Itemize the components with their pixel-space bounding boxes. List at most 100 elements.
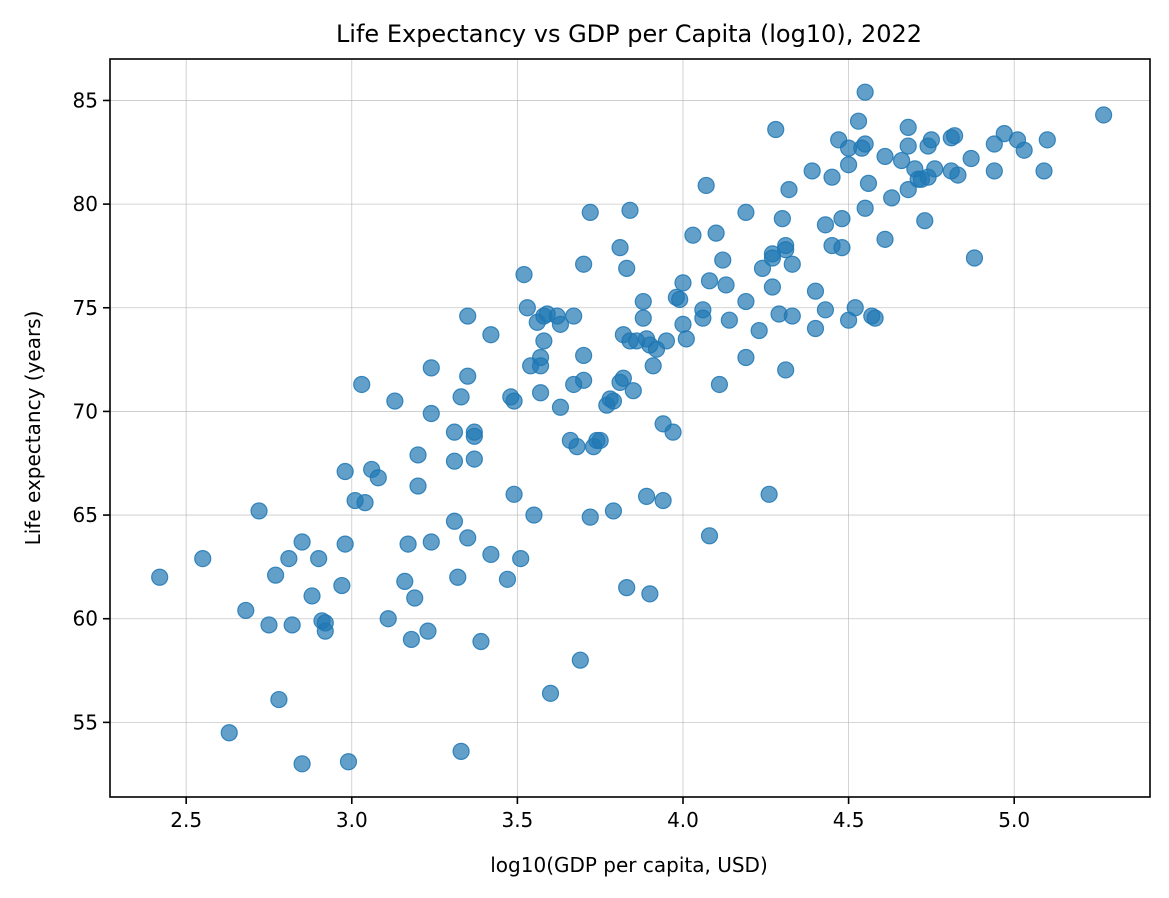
data-point [899, 137, 917, 155]
data-point [280, 550, 298, 568]
data-point [353, 375, 371, 394]
data-point [926, 160, 944, 178]
data-point [899, 181, 917, 199]
data-point [399, 535, 417, 553]
data-point [720, 311, 738, 329]
data-point [750, 321, 768, 340]
data-point [846, 299, 864, 317]
data-point [220, 724, 238, 742]
data-point [823, 168, 841, 186]
data-point [250, 502, 268, 520]
data-point [575, 346, 593, 365]
data-point [753, 259, 772, 277]
data-point [816, 301, 835, 319]
data-point [783, 255, 801, 273]
data-point [581, 508, 599, 526]
data-point [760, 485, 778, 503]
y-axis-ticks: 55 60 65 70 75 80 85 [73, 88, 110, 734]
data-point [767, 120, 785, 139]
data-point [634, 292, 652, 311]
data-point [237, 601, 255, 620]
data-point [777, 241, 795, 259]
data-point [551, 398, 570, 416]
y-tick-label: 80 [73, 192, 98, 216]
data-point [783, 307, 801, 325]
data-point [396, 572, 414, 591]
data-point [674, 315, 692, 333]
data-point [356, 494, 374, 512]
data-point [339, 753, 358, 771]
data-point [472, 632, 490, 651]
x-axis-ticks: 2.5 3.0 3.5 4.0 4.5 5.0 [170, 797, 1030, 832]
data-point [618, 579, 636, 597]
data-point [575, 255, 593, 273]
data-point [402, 630, 421, 649]
data-point [422, 404, 440, 423]
data-point [422, 359, 440, 377]
data-point [531, 357, 550, 375]
data-point [883, 189, 901, 207]
data-point [531, 384, 550, 402]
data-point [780, 181, 798, 199]
data-point [737, 292, 755, 311]
data-point [449, 568, 467, 586]
data-point [714, 251, 732, 269]
data-point [773, 210, 791, 228]
data-point [303, 587, 321, 605]
data-point [671, 290, 689, 309]
data-point [965, 249, 984, 267]
data-point [409, 446, 427, 464]
data-point [459, 367, 477, 385]
data-point [452, 742, 470, 760]
data-point [664, 423, 682, 441]
data-point [856, 135, 874, 153]
y-tick-label: 70 [73, 399, 98, 423]
data-point [498, 570, 517, 588]
data-point [445, 423, 464, 441]
data-point [1095, 106, 1113, 124]
data-point [316, 614, 334, 632]
data-point [803, 162, 821, 180]
x-tick-label: 2.5 [170, 808, 202, 832]
y-tick-label: 75 [73, 296, 98, 320]
data-point [336, 535, 354, 553]
data-point [260, 616, 278, 634]
data-point [1015, 141, 1033, 159]
data-point [644, 357, 662, 375]
data-point [641, 585, 659, 603]
data-point [482, 326, 500, 344]
data-point [482, 545, 500, 564]
data-point [422, 533, 440, 551]
data-point [833, 239, 851, 257]
data-point [859, 174, 878, 192]
data-point [505, 392, 523, 410]
y-axis-label: Life expectancy (years) [21, 311, 45, 546]
data-point [856, 83, 874, 101]
data-point [674, 274, 692, 292]
x-tick-label: 5.0 [998, 808, 1030, 832]
data-point [816, 216, 835, 234]
data-point [336, 462, 354, 481]
y-tick-label: 85 [73, 88, 98, 112]
y-tick-label: 65 [73, 503, 98, 527]
data-point [194, 550, 212, 568]
data-point [922, 131, 941, 149]
data-point [916, 212, 934, 230]
data-point [369, 469, 387, 487]
data-point [409, 477, 427, 495]
data-point [465, 427, 483, 445]
data-points [151, 83, 1113, 773]
data-point [452, 388, 470, 406]
data-point [459, 529, 477, 547]
data-point [985, 135, 1003, 153]
data-point [445, 512, 464, 530]
data-point [618, 259, 636, 277]
data-point [151, 568, 169, 586]
data-point [876, 230, 894, 248]
data-point [604, 502, 623, 520]
data-point [568, 438, 586, 456]
data-point [459, 307, 477, 325]
data-point [694, 309, 712, 327]
data-point [525, 506, 543, 524]
data-point [611, 239, 629, 257]
